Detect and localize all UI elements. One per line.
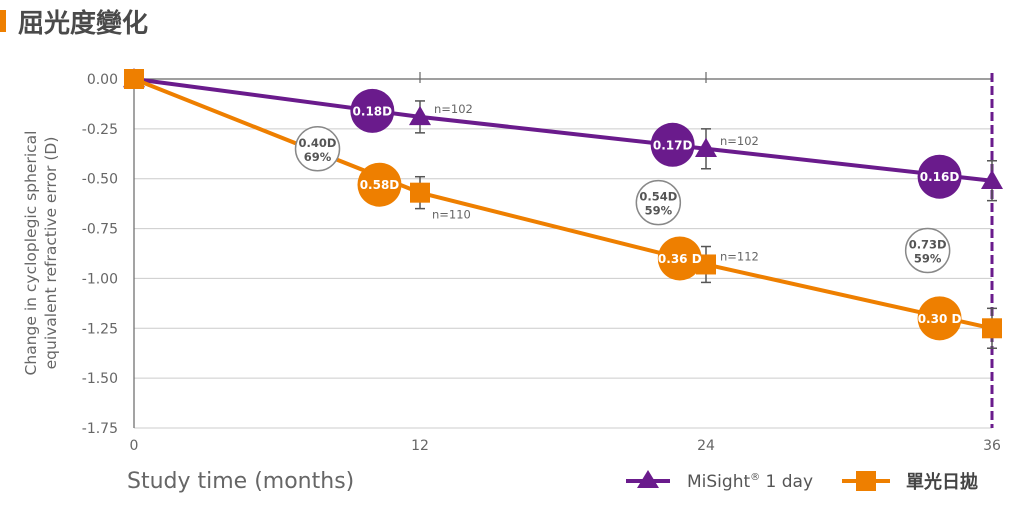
legend-marker-single-vision [856, 471, 876, 491]
n-label: n=110 [432, 208, 471, 222]
interval-bubble [917, 296, 962, 341]
legend: MiSight® 1 day 單光日拋 [626, 470, 978, 493]
y-tick-label: -0.50 [82, 172, 118, 188]
legend-marker-misight [637, 470, 659, 488]
difference-value: 0.54D [639, 190, 677, 204]
y-tick-label: 0.00 [87, 72, 118, 88]
legend-label-misight-suffix: 1 day [760, 472, 813, 492]
data-point-misight [409, 105, 431, 126]
legend-label-single-vision: 單光日拋 [906, 471, 978, 493]
y-tick-label: -1.25 [82, 321, 118, 337]
y-tick-label: -0.25 [82, 122, 118, 138]
n-label: n=102 [434, 102, 473, 116]
interval-bubble-label: 0.36 D [658, 252, 702, 266]
axis-layer: 0.00 -0.25 -0.50 -0.75 -1.00 -1.25 -1.50 -1.75 0… [22, 72, 1001, 494]
data-point-single-vision [124, 69, 144, 89]
y-tick-label: -1.50 [82, 371, 118, 387]
interval-bubble-label: 0.17D [653, 138, 693, 152]
series-line-single-vision [133, 77, 993, 331]
difference-ring [635, 179, 682, 226]
x-axis-title: Study time (months) [127, 469, 354, 494]
series-layer [123, 68, 1003, 339]
legend-label-misight-sup: ® [750, 472, 760, 483]
n-label: n=112 [720, 249, 759, 263]
y-tick-label: -1.75 [82, 421, 118, 437]
interval-bubble [357, 162, 402, 207]
x-tick-label: 0 [130, 438, 139, 454]
difference-value: 0.73D [909, 238, 947, 252]
data-point-single-vision [410, 182, 430, 203]
title-bar: 屈光度變化 [0, 6, 148, 39]
n-label: n=102 [720, 134, 759, 148]
page-title: 屈光度變化 [18, 8, 149, 39]
interval-bubble-label: 0.30 D [918, 312, 962, 326]
y-axis-title-line: Change in cycloplegic spherical [22, 131, 40, 376]
difference-value: 0.40D [299, 136, 337, 150]
legend-label-misight-name: MiSight [687, 472, 750, 492]
interval-bubble [650, 122, 695, 167]
series-line-misight [133, 77, 993, 183]
interval-bubble-label: 0.18D [353, 104, 393, 118]
difference-ring [294, 126, 341, 172]
y-axis-title-line: equivalent refractive error (D) [42, 137, 60, 370]
legend-label-misight: MiSight® 1 day [687, 472, 813, 492]
x-tick-label: 36 [983, 438, 1001, 454]
interval-bubble [350, 88, 395, 133]
grid-layer [134, 128, 992, 429]
title-accent-bar [0, 10, 6, 32]
y-tick-label: -0.75 [82, 222, 118, 238]
x-tick-label: 24 [697, 438, 715, 454]
data-point-single-vision [982, 318, 1002, 339]
difference-percent: 59% [914, 252, 942, 266]
y-tick-label: -1.00 [82, 271, 118, 287]
data-point-misight [981, 169, 1003, 189]
interval-bubble [917, 154, 962, 199]
annot-layer: n=102 n=102 n=110 n=112 0.18D 0.17D 0.16D 0.58D… [294, 88, 962, 341]
interval-bubble-label: 0.16D [920, 170, 960, 184]
difference-percent: 59% [645, 204, 673, 218]
y-axis-title: Change in cycloplegic spherical equivalen… [22, 131, 60, 376]
difference-percent: 69% [304, 150, 332, 164]
interval-bubble-label: 0.58D [360, 178, 400, 192]
data-point-misight [695, 137, 717, 158]
difference-ring [904, 227, 951, 274]
interval-bubble [657, 236, 702, 281]
x-tick-label: 12 [411, 438, 429, 454]
